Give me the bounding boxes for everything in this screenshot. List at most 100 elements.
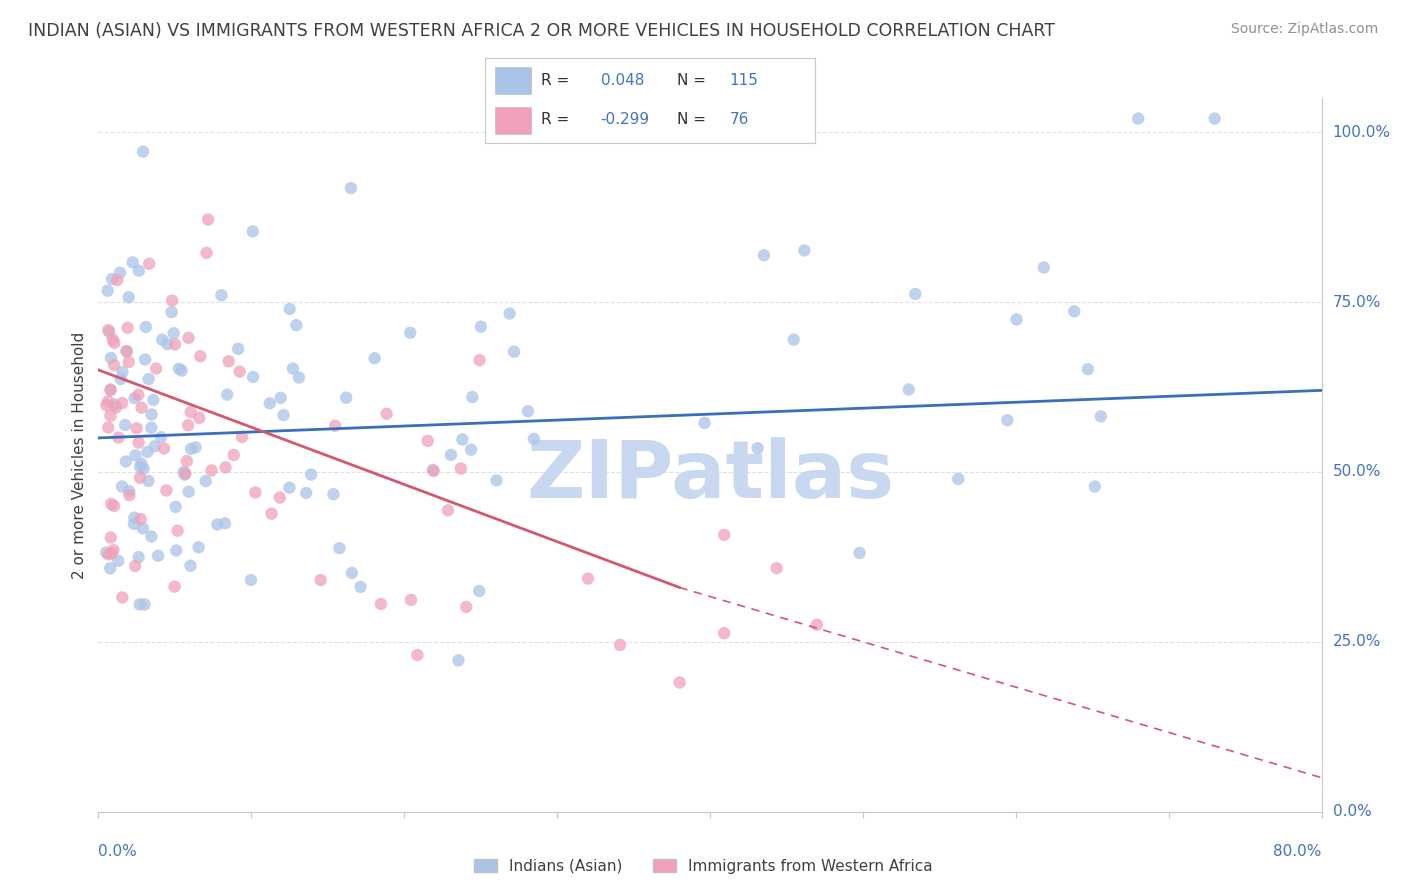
Point: [94, 545, 117, 559]
Text: N =: N =: [676, 73, 706, 88]
Point: [142, 392, 165, 407]
Point: [141, 529, 163, 543]
Point: [295, 486, 318, 500]
Point: [406, 648, 429, 662]
Point: [111, 479, 134, 493]
Point: [228, 365, 250, 379]
Point: [848, 546, 870, 560]
Point: [523, 432, 546, 446]
Point: [416, 434, 439, 448]
Point: [1032, 260, 1054, 275]
Text: 0.0%: 0.0%: [98, 845, 138, 859]
Point: [184, 441, 207, 455]
Point: [100, 409, 122, 423]
Point: [180, 405, 202, 419]
Point: [422, 464, 444, 478]
Point: [765, 561, 787, 575]
Point: [211, 288, 233, 302]
Point: [609, 638, 631, 652]
Point: [124, 448, 146, 462]
Point: [100, 531, 122, 545]
Point: [904, 287, 927, 301]
Point: [468, 353, 491, 368]
Point: [278, 481, 301, 495]
Point: [399, 593, 422, 607]
Point: [146, 549, 169, 563]
Point: [105, 273, 128, 287]
Point: [107, 554, 129, 568]
Point: [118, 355, 141, 369]
Point: [97, 547, 120, 561]
Point: [231, 430, 253, 444]
Point: [456, 599, 478, 614]
Point: [105, 401, 128, 415]
Point: [1084, 479, 1107, 493]
Point: [156, 337, 179, 351]
Point: [101, 333, 124, 347]
Point: [188, 349, 211, 363]
Point: [131, 457, 153, 471]
Point: [176, 454, 198, 468]
Point: [752, 248, 775, 262]
Point: [97, 420, 120, 434]
Point: [242, 370, 264, 384]
Point: [138, 257, 160, 271]
Point: [485, 474, 508, 488]
Point: [177, 418, 200, 433]
Point: [111, 365, 134, 379]
Point: [173, 465, 195, 479]
Point: [1090, 409, 1112, 424]
Point: [447, 653, 470, 667]
Point: [97, 394, 120, 409]
Point: [127, 388, 149, 402]
Point: [498, 307, 520, 321]
Point: [200, 463, 222, 477]
Point: [214, 516, 236, 531]
Point: [897, 383, 920, 397]
Point: [1063, 304, 1085, 318]
Point: [747, 441, 769, 455]
Point: [1077, 362, 1099, 376]
Text: 25.0%: 25.0%: [1333, 634, 1381, 649]
Point: [124, 391, 146, 405]
Point: [100, 351, 122, 365]
Point: [270, 391, 292, 405]
Point: [128, 550, 150, 565]
Point: [693, 416, 716, 430]
Point: [997, 413, 1019, 427]
Point: [125, 421, 148, 435]
Point: [370, 597, 392, 611]
Point: [197, 212, 219, 227]
Point: [141, 408, 163, 422]
Point: [111, 396, 134, 410]
Point: [101, 546, 124, 560]
Point: [242, 224, 264, 238]
Text: 76: 76: [730, 112, 749, 128]
Point: [173, 467, 195, 482]
Point: [100, 497, 122, 511]
Text: R =: R =: [541, 112, 569, 128]
Point: [121, 255, 143, 269]
Text: N =: N =: [676, 112, 706, 128]
Point: [124, 559, 146, 574]
Point: [299, 467, 322, 482]
Point: [399, 326, 422, 340]
Bar: [495, 107, 531, 134]
Point: [100, 383, 122, 397]
Point: [110, 372, 132, 386]
Point: [1128, 112, 1150, 126]
Point: [576, 572, 599, 586]
Point: [309, 573, 332, 587]
Point: [132, 145, 155, 159]
Point: [131, 401, 153, 415]
Point: [948, 472, 970, 486]
Text: -0.299: -0.299: [600, 112, 650, 128]
Point: [278, 301, 301, 316]
Point: [98, 561, 121, 575]
Point: [135, 320, 157, 334]
Point: [115, 344, 138, 359]
Point: [375, 407, 398, 421]
Point: [165, 500, 187, 514]
Point: [440, 448, 463, 462]
Point: [793, 244, 815, 258]
